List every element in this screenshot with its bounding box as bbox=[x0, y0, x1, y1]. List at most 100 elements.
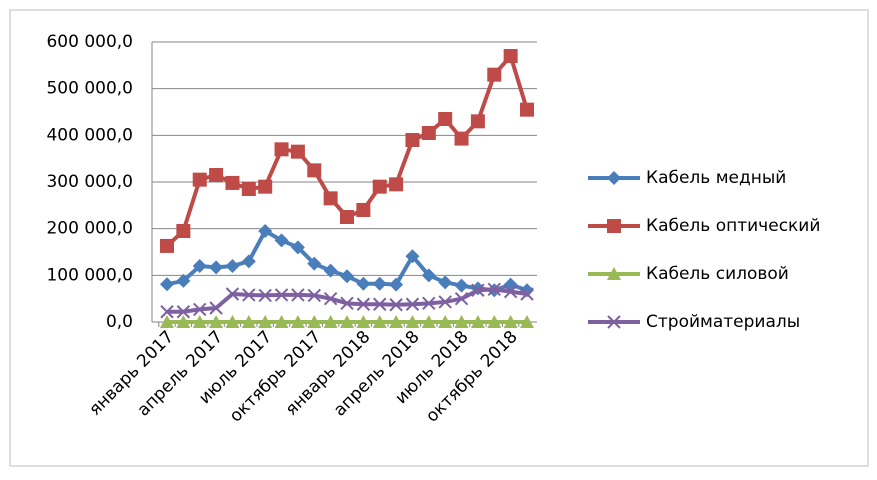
point bbox=[356, 297, 371, 311]
point bbox=[209, 301, 223, 315]
point bbox=[503, 284, 518, 299]
point bbox=[607, 315, 621, 329]
point bbox=[258, 224, 273, 238]
y-tick-label: 500 000,0 bbox=[46, 79, 133, 99]
point bbox=[192, 172, 207, 187]
point bbox=[356, 203, 371, 217]
point bbox=[487, 67, 502, 82]
y-tick-label: 200 000,0 bbox=[46, 219, 133, 239]
point bbox=[176, 273, 191, 288]
point bbox=[389, 177, 404, 192]
y-tick-label: 600 000,0 bbox=[46, 32, 133, 52]
point bbox=[607, 219, 621, 233]
legend-label: Стройматериалы bbox=[646, 312, 800, 332]
point bbox=[421, 315, 436, 328]
point bbox=[307, 288, 321, 303]
point bbox=[258, 315, 273, 328]
point bbox=[225, 315, 240, 328]
point bbox=[372, 276, 387, 291]
point bbox=[274, 142, 289, 157]
point bbox=[242, 288, 256, 302]
point bbox=[291, 288, 305, 302]
point bbox=[389, 315, 404, 328]
point bbox=[471, 283, 485, 297]
y-tick-label: 300 000,0 bbox=[46, 172, 133, 192]
point bbox=[405, 297, 420, 311]
point bbox=[192, 315, 207, 328]
point bbox=[160, 315, 174, 328]
point bbox=[389, 277, 404, 292]
point bbox=[323, 263, 338, 278]
point bbox=[258, 288, 272, 303]
point bbox=[454, 131, 469, 146]
point bbox=[356, 315, 371, 328]
point bbox=[274, 315, 289, 328]
point bbox=[258, 179, 273, 194]
point bbox=[192, 259, 207, 273]
point bbox=[503, 315, 518, 328]
legend-label: Кабель медный bbox=[646, 168, 786, 188]
point bbox=[290, 144, 305, 159]
point bbox=[290, 315, 305, 328]
point bbox=[503, 49, 518, 63]
point bbox=[405, 249, 420, 264]
point bbox=[438, 295, 452, 309]
point bbox=[421, 268, 436, 283]
point bbox=[209, 168, 224, 182]
point bbox=[307, 315, 322, 328]
point bbox=[225, 287, 240, 301]
point bbox=[340, 315, 354, 328]
point bbox=[454, 315, 469, 328]
point bbox=[193, 302, 207, 317]
point bbox=[225, 259, 240, 273]
point bbox=[274, 288, 289, 302]
point bbox=[176, 305, 191, 319]
point bbox=[438, 112, 453, 126]
legend-label: Кабель силовой bbox=[646, 264, 789, 284]
point bbox=[405, 133, 420, 147]
point bbox=[340, 269, 354, 284]
point bbox=[520, 102, 534, 117]
y-tick-label: 100 000,0 bbox=[46, 265, 133, 285]
point bbox=[241, 315, 256, 328]
point bbox=[323, 191, 338, 206]
point bbox=[470, 114, 485, 129]
point bbox=[356, 276, 371, 291]
point bbox=[209, 315, 224, 328]
point bbox=[340, 210, 354, 224]
point bbox=[225, 175, 240, 190]
point bbox=[307, 163, 322, 178]
point bbox=[323, 291, 338, 306]
point bbox=[241, 182, 256, 196]
legend-label: Кабель оптический bbox=[646, 216, 820, 236]
point bbox=[389, 298, 403, 312]
point bbox=[274, 233, 289, 248]
point bbox=[405, 315, 420, 328]
point bbox=[160, 277, 174, 292]
point bbox=[520, 287, 534, 301]
point bbox=[241, 254, 256, 269]
point bbox=[176, 224, 191, 238]
point bbox=[421, 126, 436, 140]
point bbox=[520, 315, 534, 328]
point bbox=[454, 291, 469, 306]
y-tick-label: 400 000,0 bbox=[46, 125, 133, 145]
point bbox=[373, 297, 387, 311]
point bbox=[307, 256, 322, 271]
point bbox=[372, 315, 387, 328]
point bbox=[340, 296, 354, 311]
point bbox=[438, 315, 453, 328]
point bbox=[209, 260, 224, 275]
point bbox=[290, 240, 305, 255]
point bbox=[438, 275, 453, 290]
point bbox=[607, 171, 621, 185]
point bbox=[372, 179, 387, 194]
point bbox=[470, 315, 485, 328]
point bbox=[160, 238, 174, 253]
point bbox=[607, 267, 621, 280]
point bbox=[454, 278, 469, 293]
y-tick-label: 0,0 bbox=[106, 312, 133, 332]
point bbox=[160, 305, 174, 319]
point bbox=[487, 282, 501, 297]
